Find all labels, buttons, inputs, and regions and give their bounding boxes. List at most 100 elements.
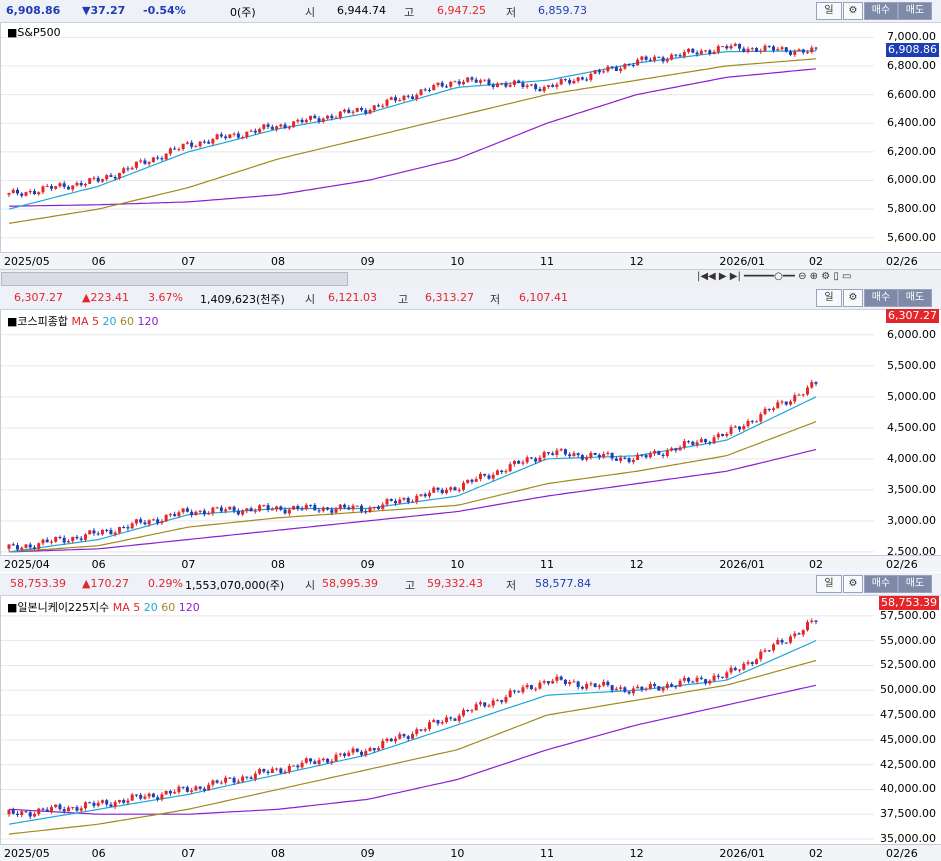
candle-body (644, 688, 648, 690)
candle-body (555, 450, 559, 455)
candle-body (597, 454, 601, 458)
nikkei-plot-area[interactable]: ■일본니케이225지수 MA 5 20 60 120 (0, 596, 876, 844)
candle-body (20, 547, 24, 550)
candle-body (385, 99, 389, 106)
settings-gear-icon[interactable]: ⚙ (843, 575, 863, 593)
candle-body (708, 50, 712, 54)
candle-body (495, 83, 499, 88)
candle-body (304, 758, 308, 763)
sp500-plot-area[interactable]: ■S&P500 (0, 23, 876, 252)
sp500-low-label: 저 (506, 6, 517, 19)
candle-body (789, 401, 793, 405)
sp500-change: ▼37.27 (82, 4, 126, 17)
candle-body (317, 118, 321, 122)
sell-button[interactable]: 매도 (898, 289, 932, 307)
candle-body (58, 183, 62, 187)
period-day-button[interactable]: 일 (816, 289, 842, 307)
buy-button[interactable]: 매수 (864, 575, 898, 593)
candle-body (351, 505, 355, 510)
candle-body (275, 506, 279, 510)
candle-body (292, 506, 296, 510)
y-tick-label: 6,000.00 (887, 327, 936, 341)
candle-body (7, 544, 11, 549)
candle-body (317, 760, 321, 764)
x-tick-label: 02/26 (886, 255, 918, 268)
period-day-button[interactable]: 일 (816, 575, 842, 593)
candle-body (279, 506, 283, 510)
candle-body (780, 639, 784, 643)
candle-body (330, 761, 334, 763)
candle-body (670, 54, 674, 60)
candle-body (640, 454, 644, 456)
candle-body (661, 687, 665, 691)
candle-body (181, 786, 185, 788)
zoom-controls-icon[interactable]: |◀◀ ▶ ▶| ━━━━━○━━ ⊖ ⊕ ⚙ ▯ ▭ (697, 271, 852, 282)
candle-body (151, 793, 155, 798)
candle-body (313, 761, 317, 764)
nikkei-y-axis: 57,500.00 55,000.00 52,500.00 50,000.00 47,5… (874, 596, 941, 845)
candle-body (466, 77, 470, 82)
candle-body (814, 382, 818, 384)
buy-button[interactable]: 매수 (864, 289, 898, 307)
period-day-button[interactable]: 일 (816, 2, 842, 20)
candle-body (483, 79, 487, 81)
kospi-plot-area[interactable]: ■코스피종합 MA 5 20 60 120 (0, 310, 876, 555)
candle-body (738, 669, 742, 671)
candle-body (491, 700, 495, 706)
candle-body (708, 442, 712, 444)
candle-body (249, 777, 253, 779)
candle-body (300, 119, 304, 123)
x-tick-label: 11 (540, 847, 554, 860)
candle-body (759, 414, 763, 422)
candle-body (343, 504, 347, 508)
scroll-thumb[interactable] (1, 272, 348, 286)
candle-body (134, 794, 138, 796)
nikkei-change-pct: 0.29% (148, 577, 183, 590)
candle-body (597, 685, 601, 688)
settings-gear-icon[interactable]: ⚙ (843, 2, 863, 20)
candle-body (483, 473, 487, 476)
candle-body (79, 808, 83, 811)
candle-body (678, 447, 682, 451)
ma120-line (8, 449, 817, 553)
candle-body (385, 738, 389, 741)
candle-body (66, 186, 70, 190)
candle-body (512, 690, 516, 692)
candle-body (623, 687, 627, 692)
candle-body (793, 395, 797, 402)
buy-button[interactable]: 매수 (864, 2, 898, 20)
candle-body (228, 777, 232, 779)
candle-body (551, 85, 555, 87)
sell-button[interactable]: 매도 (898, 2, 932, 20)
candle-body (92, 530, 96, 534)
candle-body (173, 148, 177, 150)
candle-body (627, 64, 631, 66)
ma60-line (8, 58, 817, 224)
settings-gear-icon[interactable]: ⚙ (843, 289, 863, 307)
candle-body (470, 479, 474, 482)
kospi-ma120: 120 (137, 315, 159, 328)
candle-body (716, 433, 720, 438)
chart-scrollbar[interactable]: |◀◀ ▶ ▶| ━━━━━○━━ ⊖ ⊕ ⚙ ▯ ▭ (0, 269, 941, 288)
candle-body (568, 454, 572, 457)
candle-body (793, 51, 797, 55)
candle-body (160, 521, 164, 524)
candle-body (440, 489, 444, 494)
candle-body (500, 470, 504, 473)
candle-body (236, 133, 240, 138)
candle-body (789, 636, 793, 643)
candle-body (11, 544, 15, 546)
candle-body (109, 530, 113, 535)
kospi-chart-svg (1, 334, 875, 553)
candle-body (270, 509, 274, 511)
candle-body (317, 510, 321, 512)
candle-body (389, 499, 393, 502)
sell-button[interactable]: 매도 (898, 575, 932, 593)
candle-body (627, 691, 631, 694)
candle-body (313, 504, 317, 511)
candle-body (780, 47, 784, 50)
candle-body (746, 48, 750, 52)
candle-body (28, 812, 32, 817)
nikkei-chart-svg (1, 615, 875, 840)
candle-body (585, 684, 589, 689)
